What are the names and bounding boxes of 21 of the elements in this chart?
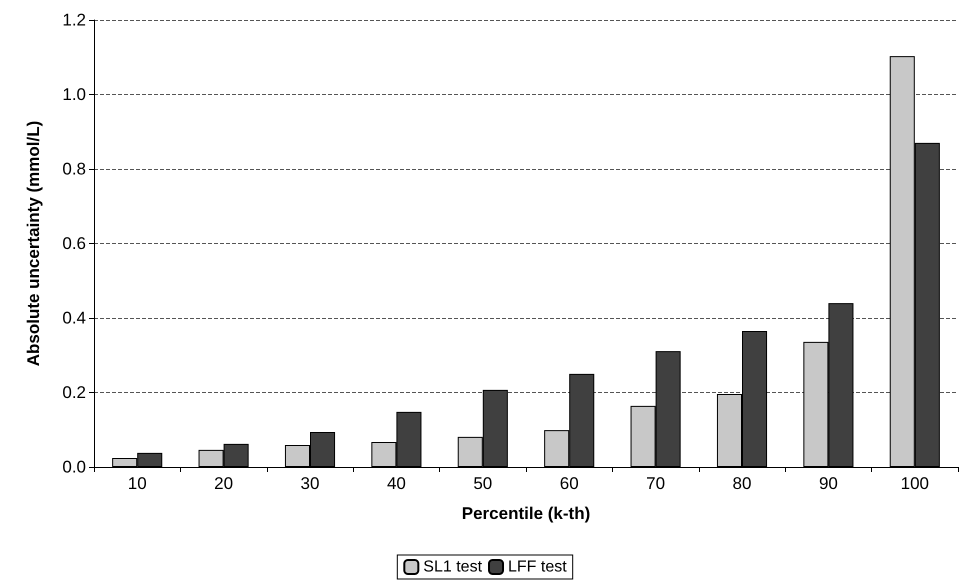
x-tick-label: 20 [214,474,234,493]
y-tick-label: 0.2 [62,383,86,402]
y-tick-label: 0.6 [62,234,86,253]
x-tick-label: 70 [646,474,666,493]
x-axis-title: Percentile (k-th) [462,504,590,523]
legend-label: SL1 test [423,558,483,576]
y-tick-label: 0.0 [62,458,86,476]
x-tick-label: 90 [818,474,838,493]
x-tick-label: 80 [732,474,752,493]
y-tick-label: 0.8 [62,160,86,178]
x-tick-label: 10 [128,474,147,493]
x-tick-label: 30 [300,474,320,493]
x-tick-label: 40 [386,474,406,493]
y-axis-title: Absolute uncertainty (mmol/L) [24,120,43,366]
y-tick-label: 0.4 [62,308,86,328]
y-tick-label: 1.0 [62,85,86,104]
x-tick-label: 60 [560,474,579,493]
x-tick-label: 50 [473,474,492,493]
legend-label: LFF test [508,558,568,576]
x-tick-label: 100 [900,474,929,493]
y-tick-label: 1.2 [62,10,86,30]
